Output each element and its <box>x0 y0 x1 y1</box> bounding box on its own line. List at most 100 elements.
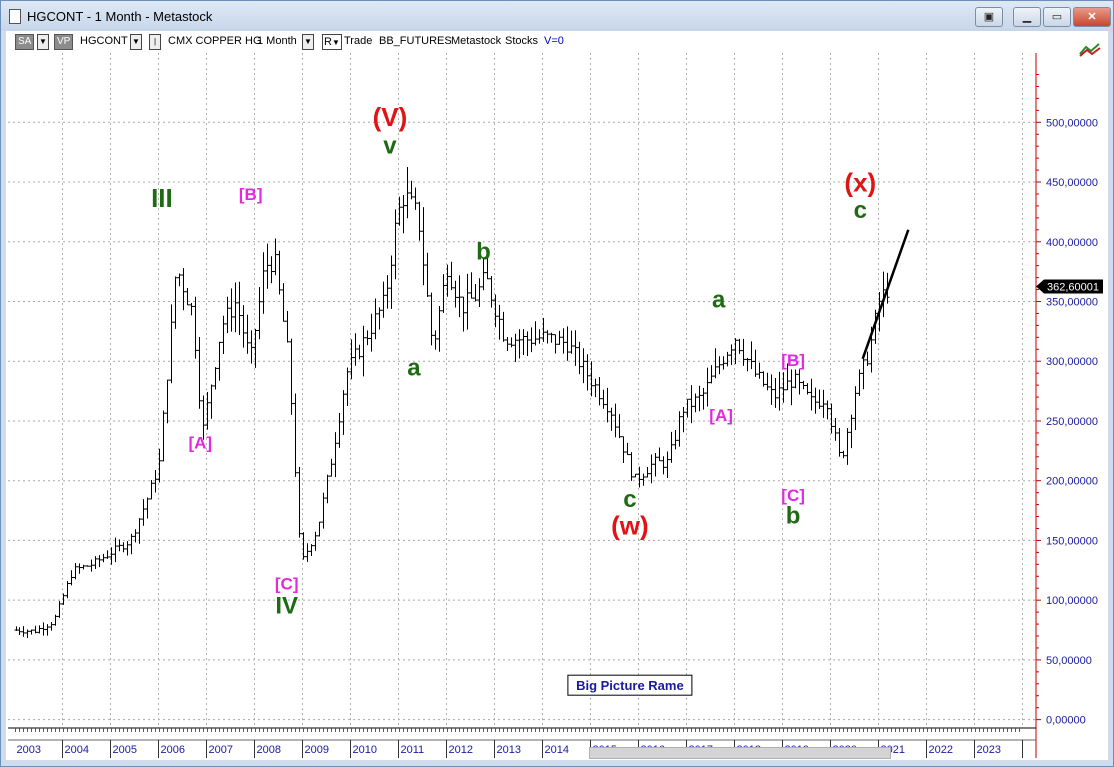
ohlc-bar <box>89 559 94 572</box>
ohlc-bar <box>477 278 482 307</box>
x-tick-label: 2004 <box>65 744 89 756</box>
sa-button[interactable]: SA <box>15 34 35 50</box>
ohlc-bar <box>725 351 730 367</box>
security-info-icon[interactable]: | <box>149 34 161 50</box>
ohlc-bar <box>393 209 398 280</box>
ohlc-bar <box>233 282 238 333</box>
ohlc-bar <box>621 436 626 464</box>
ohlc-bar <box>197 337 202 409</box>
ohlc-bar <box>305 543 310 562</box>
ohlc-bar <box>165 379 170 424</box>
ohlc-bar <box>745 357 750 372</box>
ohlc-bar <box>493 294 498 328</box>
ohlc-bar <box>277 250 282 295</box>
ohlc-bar <box>513 333 518 363</box>
x-tick-label: 2011 <box>401 744 425 756</box>
maximize-button[interactable]: ▭ <box>1043 7 1071 27</box>
ohlc-bar <box>101 553 106 563</box>
ohlc-bar <box>313 531 318 551</box>
wave-label: a <box>712 286 726 313</box>
ohlc-bar <box>409 180 414 200</box>
x-tick-label: 2023 <box>977 744 1001 756</box>
ohlc-bar <box>229 288 234 332</box>
ohlc-bar <box>297 466 302 538</box>
title-bar[interactable]: HGCONT - 1 Month - Metastock ▣ ▁ ▭ ✕ <box>1 1 1113 31</box>
ohlc-bar <box>561 328 566 354</box>
ohlc-bar <box>505 336 510 351</box>
ohlc-bar <box>429 292 434 346</box>
ohlc-bar <box>809 378 814 411</box>
ohlc-bar <box>597 376 602 406</box>
ohlc-bar <box>205 391 210 430</box>
ohlc-bar <box>281 283 286 322</box>
ohlc-bar <box>781 372 786 403</box>
ohlc-bar <box>253 328 258 368</box>
chart-tools-icon[interactable] <box>1078 41 1102 57</box>
ohlc-bar <box>517 329 522 359</box>
symbol-dropdown-icon[interactable]: ▼ <box>130 34 142 50</box>
ohlc-bar <box>417 201 422 241</box>
ohlc-bar <box>381 281 386 318</box>
ohlc-bar <box>85 565 90 567</box>
wave-label: [B] <box>781 351 805 370</box>
symbol-label: HGCONT <box>80 35 128 47</box>
ohlc-bar <box>657 447 662 462</box>
ohlc-bar <box>753 349 758 377</box>
ohlc-bar <box>157 448 162 483</box>
r-button[interactable]: R▼ <box>322 34 342 50</box>
vp-button[interactable]: VP <box>54 34 74 50</box>
restore-icon[interactable]: ▣ <box>975 7 1003 27</box>
close-button[interactable]: ✕ <box>1073 7 1111 27</box>
price-chart[interactable]: 0,00000 50,00000 100,00000 150,00000 200,000… <box>6 31 1108 760</box>
ohlc-bar <box>273 238 278 276</box>
horizontal-scrollbar[interactable] <box>589 747 891 759</box>
ohlc-bar <box>773 378 778 408</box>
ohlc-bar <box>689 385 694 424</box>
period-dropdown-icon[interactable]: ▼ <box>302 34 314 50</box>
ohlc-bar <box>697 385 702 412</box>
ohlc-bar <box>113 537 118 563</box>
ohlc-bar <box>537 329 542 344</box>
note-frame <box>567 674 693 696</box>
ohlc-bar <box>73 562 78 580</box>
x-tick-label: 2005 <box>113 744 137 756</box>
ohlc-bar <box>453 280 458 308</box>
ohlc-bar <box>693 393 698 413</box>
ohlc-bar <box>149 479 154 500</box>
ohlc-bar <box>173 276 178 329</box>
ohlc-bar <box>421 207 426 286</box>
ohlc-bar <box>221 315 226 354</box>
r-label: R <box>324 36 332 48</box>
ohlc-bar <box>337 413 342 448</box>
ohlc-bar <box>129 533 134 555</box>
minimize-button[interactable]: ▁ <box>1013 7 1041 27</box>
ohlc-bar <box>397 196 402 226</box>
sa-dropdown-icon[interactable]: ▼ <box>37 34 49 50</box>
ohlc-bar <box>133 529 138 543</box>
ohlc-bar <box>489 275 494 308</box>
ohlc-bar <box>481 258 486 291</box>
ohlc-bar <box>769 374 774 405</box>
ohlc-bar <box>733 338 738 365</box>
ohlc-bars <box>14 166 890 638</box>
ohlc-bar <box>825 400 830 420</box>
ohlc-bar <box>777 371 782 411</box>
ohlc-bar <box>793 369 798 389</box>
ohlc-bar <box>845 428 850 465</box>
x-tick-label: 2010 <box>353 744 377 756</box>
ohlc-bar <box>625 442 630 456</box>
ohlc-bar <box>385 275 390 309</box>
ohlc-bar <box>193 296 198 359</box>
ohlc-bar <box>857 369 862 397</box>
ohlc-bar <box>529 327 534 353</box>
chart-area[interactable]: 0,00000 50,00000 100,00000 150,00000 200,000… <box>6 31 1108 760</box>
wave-label: [C] <box>781 486 805 505</box>
ohlc-bar <box>501 311 506 342</box>
ohlc-bar <box>441 274 446 313</box>
exchange-label: BB_FUTURES <box>379 35 452 47</box>
ohlc-bar <box>585 354 590 391</box>
ohlc-bar <box>369 313 374 352</box>
ohlc-bar <box>633 473 638 478</box>
ohlc-bar <box>401 194 406 234</box>
